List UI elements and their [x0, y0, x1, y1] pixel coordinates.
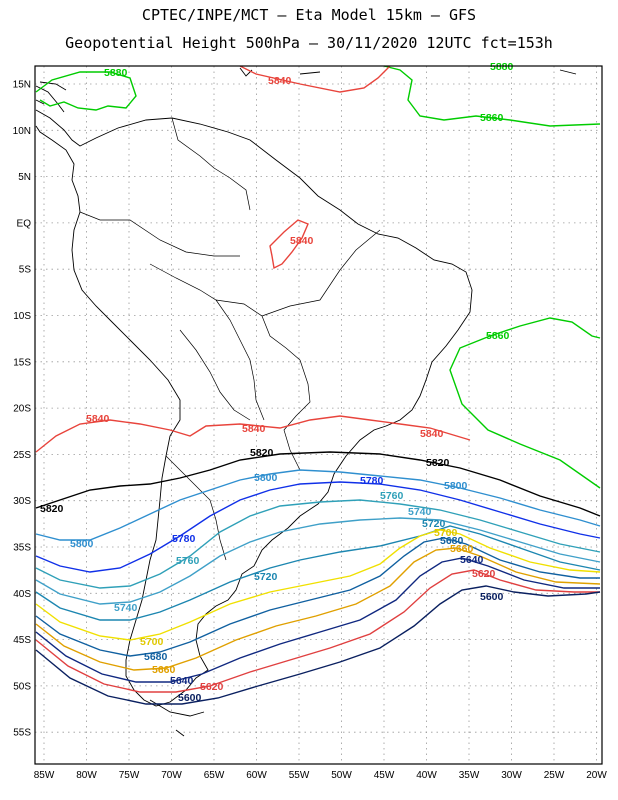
lon-label: 85W: [34, 770, 55, 781]
coastlines: [35, 67, 577, 737]
label-5840-n: 5840: [268, 75, 292, 87]
lat-label: 10S: [13, 311, 31, 322]
lat-label: 5N: [18, 172, 31, 183]
contour-5600: [35, 585, 601, 705]
label-5800-e: 5800: [444, 480, 468, 492]
contour-5840-main: [35, 415, 471, 453]
label-5740-e: 5740: [408, 506, 432, 518]
lon-label: 35W: [459, 770, 480, 781]
label-5700-e: 5700: [434, 527, 458, 539]
label-5760-c: 5760: [380, 490, 404, 502]
lat-label: 55S: [13, 728, 31, 739]
label-5820-c: 5820: [250, 447, 274, 459]
lon-label: 50W: [331, 770, 352, 781]
lat-label: 35S: [13, 543, 31, 554]
label-5620-w: 5620: [200, 681, 224, 693]
map-frame: [34, 65, 603, 765]
label-5600-e: 5600: [480, 591, 504, 603]
lon-label: 30W: [501, 770, 522, 781]
coastline-caribbean: [239, 67, 577, 77]
contour-5700: [35, 529, 601, 641]
coastline-central-america: [35, 81, 67, 113]
tierra-del-fuego: [149, 699, 205, 737]
label-5840-c: 5840: [242, 423, 266, 435]
lon-label: 75W: [119, 770, 140, 781]
lat-label: 50S: [13, 681, 31, 692]
label-5880-ne: 5880: [490, 61, 514, 73]
label-5680-e: 5680: [440, 535, 464, 547]
label-5840-e: 5840: [420, 428, 444, 440]
contour-5840-amz: [269, 219, 309, 270]
contour-5720: [35, 525, 601, 621]
contour-5800: [35, 469, 601, 541]
lat-label: 15N: [13, 80, 31, 91]
contour-5820: [35, 451, 601, 517]
contour-5680: [35, 537, 600, 657]
label-5820-e: 5820: [426, 457, 450, 469]
label-5840-w: 5840: [86, 413, 110, 425]
contour-5840-n: [239, 65, 391, 93]
label-5860-ne: 5860: [480, 112, 504, 124]
lon-label: 70W: [161, 770, 182, 781]
lat-label: 15S: [13, 357, 31, 368]
contour-5620: [35, 569, 600, 693]
label-5860-e: 5860: [486, 330, 510, 342]
lat-lon-grid: [35, 66, 602, 764]
label-5660-w: 5660: [152, 664, 176, 676]
latitude-labels: 15N 10N 5N EQ 5S 10S 15S 20S 25S 30S 35S 40S 45S 50S 5…: [13, 80, 32, 739]
label-5700-w: 5700: [140, 636, 164, 648]
lon-label: 55W: [289, 770, 310, 781]
contour-5780: [35, 481, 601, 573]
lon-label: 25W: [544, 770, 565, 781]
lat-label: 5S: [19, 265, 32, 276]
contour-5740: [35, 517, 601, 605]
label-5640-w: 5640: [170, 675, 194, 687]
label-5620-e: 5620: [472, 568, 496, 580]
contour-5860-e: [449, 317, 601, 489]
label-5720-w: 5720: [254, 571, 278, 583]
contour-5860-ne: [383, 65, 601, 127]
contour-labels: 5880 5880 5860 5860 5840 5840 5840 5840 …: [40, 61, 514, 704]
lat-label: 45S: [13, 635, 31, 646]
label-5660-e: 5660: [450, 543, 474, 555]
label-5840-amz: 5840: [290, 235, 314, 247]
label-5780-c: 5780: [360, 475, 384, 487]
label-5760-w: 5760: [176, 555, 200, 567]
contours: [35, 65, 601, 705]
title-line-1: CPTEC/INPE/MCT – Eta Model 15km – GFS: [141, 6, 477, 24]
label-5820-w: 5820: [40, 503, 64, 515]
lon-label: 60W: [246, 770, 267, 781]
label-5800-c: 5800: [254, 472, 278, 484]
lon-label: 80W: [76, 770, 97, 781]
contour-5660: [35, 547, 601, 671]
contour-5760: [35, 499, 601, 589]
label-5780-w: 5780: [172, 533, 196, 545]
longitude-labels: 85W 80W 75W 70W 65W 60W 55W 50W 45W 40W 35W 30W 25W 2…: [34, 770, 608, 781]
coastline-south-america: [35, 109, 473, 707]
label-5880-nw: 5880: [104, 67, 128, 79]
label-5640-e: 5640: [460, 554, 484, 566]
label-5720-e: 5720: [422, 518, 446, 530]
lat-label: 40S: [13, 589, 31, 600]
label-5800-w: 5800: [70, 538, 94, 550]
label-5680-w: 5680: [144, 651, 168, 663]
lon-label: 20W: [586, 770, 607, 781]
lon-label: 45W: [374, 770, 395, 781]
lon-label: 65W: [204, 770, 225, 781]
country-borders: [79, 117, 381, 561]
label-5740-w: 5740: [114, 602, 138, 614]
lat-label: 25S: [13, 450, 31, 461]
label-5600-w: 5600: [178, 692, 202, 704]
lat-label: 20S: [13, 404, 31, 415]
lon-label: 40W: [416, 770, 437, 781]
lat-label: 30S: [13, 496, 31, 507]
contour-5880-nw: [35, 71, 137, 111]
lat-label: 10N: [13, 126, 31, 137]
title-line-2: Geopotential Height 500hPa – 30/11/2020 …: [65, 34, 553, 52]
contour-5640: [35, 557, 600, 683]
lat-label: EQ: [17, 218, 32, 229]
